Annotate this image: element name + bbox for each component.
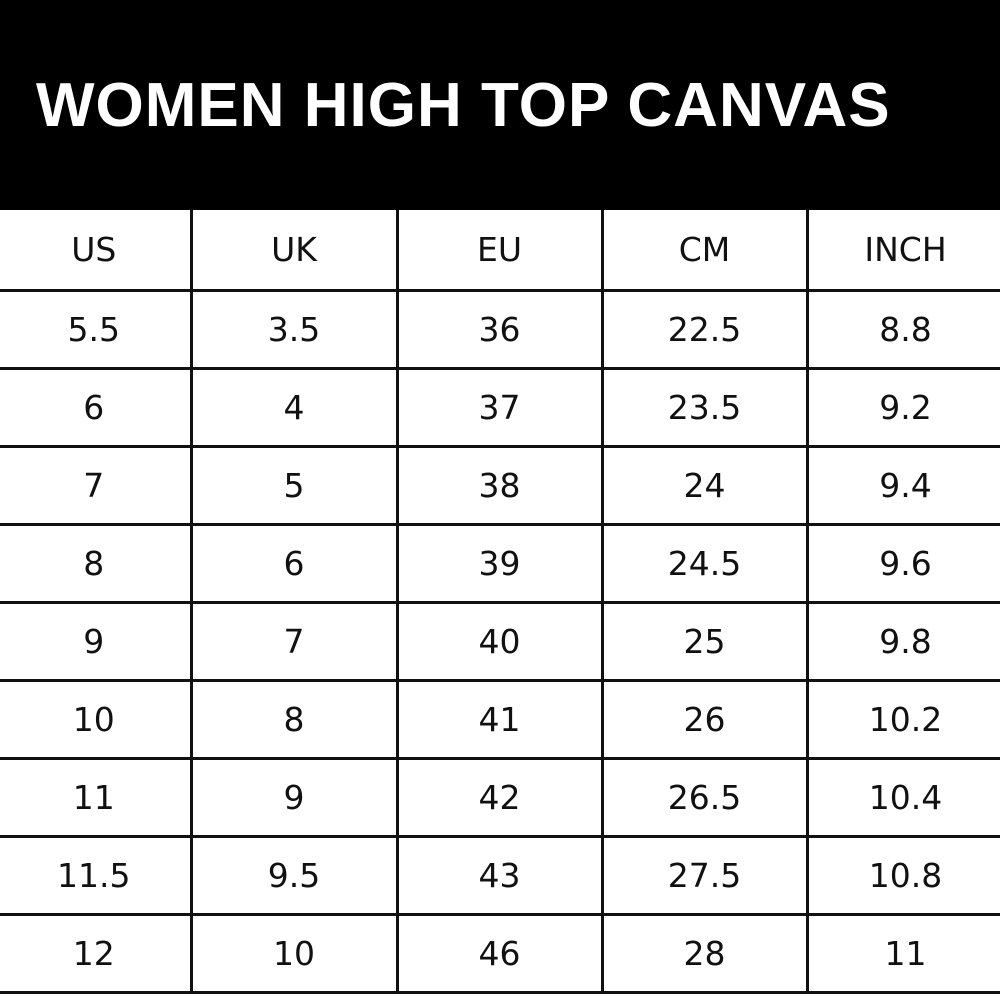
table-cell: 8 — [0, 523, 193, 604]
column-header: CM — [600, 210, 809, 292]
table-cell: 9.2 — [805, 367, 1000, 448]
table-cell: 8.8 — [805, 289, 1000, 370]
table-cell: 6 — [189, 523, 399, 604]
table-cell: 10 — [189, 913, 399, 994]
table-cell: 9 — [189, 757, 399, 838]
table-cell: 22.5 — [600, 289, 809, 370]
table-cell: 9.5 — [189, 835, 399, 916]
table-cell: 26.5 — [600, 757, 809, 838]
table-cell: 10.4 — [805, 757, 1000, 838]
table-cell: 26 — [600, 679, 809, 760]
table-cell: 25 — [600, 601, 809, 682]
table-row: 9 7 40 25 9.8 — [0, 601, 1000, 682]
header-row: US UK EU CM INCH — [0, 210, 1000, 292]
column-header: EU — [395, 210, 604, 292]
table-cell: 42 — [395, 757, 604, 838]
table-cell: 5.5 — [0, 289, 193, 370]
table-cell: 24.5 — [600, 523, 809, 604]
size-chart-table: US UK EU CM INCH 5.5 3.5 36 22.5 8.8 6 4 37 23.5 9.2 7 5… — [0, 210, 1000, 994]
table-cell: 41 — [395, 679, 604, 760]
table-cell: 5 — [189, 445, 399, 526]
table-cell: 23.5 — [600, 367, 809, 448]
table-cell: 39 — [395, 523, 604, 604]
table-row: 8 6 39 24.5 9.6 — [0, 523, 1000, 604]
table-cell: 11 — [805, 913, 1000, 994]
table-cell: 40 — [395, 601, 604, 682]
table-cell: 7 — [0, 445, 193, 526]
table-cell: 24 — [600, 445, 809, 526]
column-header: US — [0, 210, 193, 292]
table-cell: 9.4 — [805, 445, 1000, 526]
table-cell: 11 — [0, 757, 193, 838]
table-cell: 12 — [0, 913, 193, 994]
table-cell: 38 — [395, 445, 604, 526]
table-cell: 7 — [189, 601, 399, 682]
table-row: 11.5 9.5 43 27.5 10.8 — [0, 835, 1000, 916]
table-row: 5.5 3.5 36 22.5 8.8 — [0, 289, 1000, 370]
table-cell: 4 — [189, 367, 399, 448]
table-cell: 9 — [0, 601, 193, 682]
table-cell: 11.5 — [0, 835, 193, 916]
table-cell: 10.8 — [805, 835, 1000, 916]
table-cell: 10 — [0, 679, 193, 760]
table-row: 6 4 37 23.5 9.2 — [0, 367, 1000, 448]
table-cell: 28 — [600, 913, 809, 994]
column-header: INCH — [805, 210, 1000, 292]
table-row: 12 10 46 28 11 — [0, 913, 1000, 994]
table-cell: 3.5 — [189, 289, 399, 370]
table-cell: 37 — [395, 367, 604, 448]
table-cell: 6 — [0, 367, 193, 448]
table-cell: 10.2 — [805, 679, 1000, 760]
table-cell: 9.6 — [805, 523, 1000, 604]
chart-title: WOMEN HIGH TOP CANVAS — [36, 71, 891, 140]
title-banner: WOMEN HIGH TOP CANVAS — [0, 0, 1000, 210]
table-cell: 27.5 — [600, 835, 809, 916]
table-cell: 43 — [395, 835, 604, 916]
table-cell: 36 — [395, 289, 604, 370]
table-row: 10 8 41 26 10.2 — [0, 679, 1000, 760]
column-header: UK — [189, 210, 399, 292]
table-cell: 8 — [189, 679, 399, 760]
table-row: 11 9 42 26.5 10.4 — [0, 757, 1000, 838]
table-row: 7 5 38 24 9.4 — [0, 445, 1000, 526]
table-cell: 9.8 — [805, 601, 1000, 682]
table-cell: 46 — [395, 913, 604, 994]
